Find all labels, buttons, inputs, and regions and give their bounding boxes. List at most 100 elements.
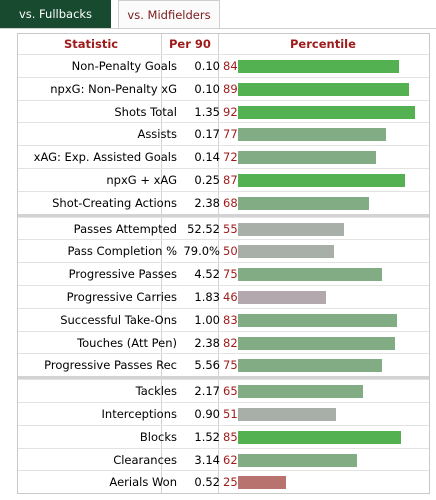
percentile-value: 85: [223, 429, 238, 444]
table-row: Progressive Carries 1.83 46: [18, 285, 429, 308]
stat-label: Shot-Creating Actions: [52, 195, 177, 210]
stat-label: Clearances: [113, 452, 177, 467]
per90-value: 2.38: [194, 335, 220, 350]
percentile-bar: [238, 174, 406, 187]
percentile-value: 83: [223, 312, 238, 327]
stat-label: Interceptions: [101, 407, 177, 421]
percentile-bar: [238, 385, 363, 399]
percentile-value: 75: [223, 267, 238, 282]
group-separator: [18, 376, 429, 380]
percentile-value: 46: [223, 290, 238, 304]
table-row: Aerials Won 0.52 25: [18, 470, 429, 493]
percentile-bar: [238, 336, 396, 350]
table-row: Tackles 2.17 65: [18, 379, 429, 402]
group-separator: [18, 213, 429, 217]
percentile-bar: [238, 430, 402, 444]
table-row: Pass Completion % 79.0% 50: [18, 239, 429, 262]
percentile-stats-table: Statistic Per 90 Percentile Non-Penalty …: [17, 33, 430, 494]
percentile-value: 65: [223, 384, 238, 399]
per90-value: 0.14: [194, 150, 220, 165]
table-row: Shot-Creating Actions 2.38 68: [18, 190, 429, 214]
stat-label: Blocks: [139, 429, 177, 444]
per90-value: 0.17: [194, 127, 220, 142]
percentile-bar: [238, 313, 398, 327]
stat-label: Shots Total: [114, 104, 177, 119]
table-row: npxG: Non-Penalty xG 0.10 89: [18, 76, 429, 100]
per90-value: 5.56: [194, 358, 220, 373]
percentile-value: 68: [223, 195, 238, 210]
stat-label: Pass Completion %: [67, 244, 177, 259]
percentile-value: 89: [223, 81, 238, 96]
table-row: npxG + xAG 0.25 87: [18, 168, 429, 191]
per90-value: 79.0%: [183, 244, 220, 259]
percentile-value: 82: [223, 335, 238, 350]
header-percentile: Percentile: [290, 37, 356, 51]
per90-value: 0.25: [194, 173, 220, 187]
table-row: xAG: Exp. Assisted Goals 0.14 72: [18, 145, 429, 168]
per90-value: 2.38: [194, 195, 220, 210]
table-row: Shots Total 1.35 92: [18, 99, 429, 123]
percentile-value: 87: [223, 173, 238, 187]
percentile-value: 51: [223, 407, 238, 421]
per90-value: 0.10: [194, 59, 220, 73]
table-row: Interceptions 0.90 51: [18, 402, 429, 425]
percentile-value: 77: [223, 127, 238, 142]
per90-value: 2.17: [194, 384, 220, 399]
per90-value: 0.10: [194, 81, 220, 96]
table-row: Progressive Passes Rec 5.56 75: [18, 353, 429, 376]
comparison-tabs: vs. Fullbacks vs. Midfielders: [0, 0, 436, 29]
stat-label: Assists: [137, 127, 177, 142]
stat-label: xAG: Exp. Assisted Goals: [33, 150, 177, 165]
per90-value: 1.35: [194, 104, 220, 119]
header-statistic: Statistic: [64, 37, 119, 51]
tab-vs-fullbacks[interactable]: vs. Fullbacks: [0, 0, 111, 28]
per90-value: 1.00: [194, 312, 220, 327]
percentile-bar: [238, 82, 409, 96]
percentile-bar: [238, 245, 334, 259]
stat-label: npxG + xAG: [106, 173, 177, 187]
percentile-bar: [238, 151, 377, 165]
stat-label: Successful Take-Ons: [60, 312, 177, 327]
percentile-bar: [238, 105, 415, 119]
table-row: Clearances 3.14 62: [18, 447, 429, 471]
table-row: Progressive Passes 4.52 75: [18, 262, 429, 285]
per90-value: 4.52: [194, 267, 220, 282]
percentile-value: 25: [223, 475, 238, 490]
stat-label: Passes Attempted: [73, 221, 177, 236]
tab-vs-midfielders[interactable]: vs. Midfielders: [118, 0, 220, 28]
percentile-bar: [238, 476, 286, 490]
per90-value: 3.14: [194, 452, 220, 467]
stat-label: Tackles: [135, 384, 177, 399]
per90-value: 1.52: [194, 429, 220, 444]
percentile-bar: [238, 291, 327, 304]
table-row: Touches (Att Pen) 2.38 82: [18, 330, 429, 354]
percentile-value: 55: [223, 221, 238, 236]
table-row: Successful Take-Ons 1.00 83: [18, 307, 429, 331]
percentile-value: 92: [223, 104, 238, 119]
table-row: Blocks 1.52 85: [18, 424, 429, 448]
percentile-bar: [238, 408, 336, 421]
per90-value: 52.52: [187, 221, 220, 236]
percentile-value: 50: [223, 244, 238, 259]
percentile-bar: [238, 60, 400, 73]
percentile-value: 75: [223, 358, 238, 373]
percentile-value: 72: [223, 150, 238, 165]
table-header: Statistic Per 90 Percentile: [18, 34, 429, 54]
stat-label: Progressive Carries: [66, 290, 177, 304]
header-per90: Per 90: [169, 37, 211, 51]
table-row: Non-Penalty Goals 0.10 84: [18, 54, 429, 77]
per90-value: 0.90: [194, 407, 220, 421]
stat-label: Touches (Att Pen): [77, 335, 177, 350]
percentile-value: 84: [223, 59, 238, 73]
percentile-bar: [238, 453, 358, 467]
stat-label: Non-Penalty Goals: [71, 59, 177, 73]
percentile-bar: [238, 196, 369, 210]
stat-label: npxG: Non-Penalty xG: [50, 81, 177, 96]
tab-divider: [0, 28, 436, 29]
percentile-bar: [238, 359, 382, 373]
percentile-bar: [238, 222, 344, 236]
table-row: Assists 0.17 77: [18, 122, 429, 145]
percentile-bar: [238, 268, 382, 282]
percentile-value: 62: [223, 452, 238, 467]
column-divider: [218, 34, 219, 493]
